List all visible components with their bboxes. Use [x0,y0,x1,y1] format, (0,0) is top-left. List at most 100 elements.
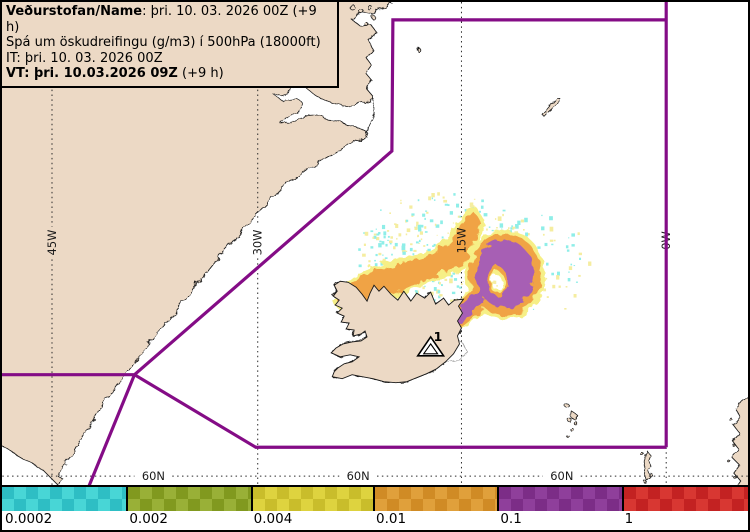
ash-speckle [401,245,406,251]
colorbar-threshold-label: 0.0002 [5,511,53,527]
ash-speckle [464,209,468,212]
info-line-issuer: Veðurstofan/Name: þri. 10. 03. 2026 00Z … [6,4,317,35]
ash-speckle [511,225,514,227]
ash-speckle [418,242,420,244]
ash-speckle [401,248,405,251]
ash-speckle [441,236,444,239]
ash-speckle [413,249,417,252]
ash-speckle [429,219,434,223]
ash-speckle [362,253,366,257]
ash-speckle [450,275,453,278]
ash-speckle [390,236,393,239]
ash-speckle [541,226,545,231]
ash-speckle [418,228,422,232]
ash-speckle [422,213,426,217]
ash-speckle [524,217,528,223]
ash-speckle [452,222,455,224]
shetland-islands [640,450,653,484]
ash-speckle [567,277,571,282]
faroe-islands [564,403,578,438]
ash-speckle [386,230,390,232]
ash-speckle [389,212,392,214]
ash-speckle [546,262,549,266]
forecast-info-box: Veðurstofan/Name: þri. 10. 03. 2026 00Z … [2,2,339,88]
ash-speckle [442,196,445,199]
ash-speckle [466,208,469,211]
ash-speckle [515,224,519,229]
ash-speckle [374,259,376,262]
colorbar-segment [621,487,748,511]
ash-speckle [389,242,392,245]
ash-speckle [383,231,387,236]
ash-speckle [373,233,377,236]
ash-speckle [417,199,420,202]
ash-speckle [551,272,554,276]
ash-speckle [431,197,434,200]
ash-speckle [385,243,388,247]
ash-speckle [420,238,423,241]
ash-speckle [564,308,567,310]
ash-speckle [543,288,547,292]
ash-speckle [579,257,582,261]
ash-speckle [410,243,413,246]
ash-speckle [447,204,450,207]
ash-speckle [375,253,378,257]
colorbar-threshold-label: 1 [624,511,634,527]
parallel-label: 60N [142,469,165,483]
ash-speckle [578,252,583,256]
ash-speckle [437,290,441,294]
ash-speckle [432,245,435,247]
concentration-colorbar: 0.0002 0.002 0.004 0.01 0.1 1 [2,485,748,530]
ash-speckle [376,233,380,236]
ash-speckle [400,199,402,202]
colorbar-labels: 0.0002 0.002 0.004 0.01 0.1 1 [2,511,748,528]
colorbar-segment [250,487,373,511]
ash-speckle [383,235,386,239]
ash-speckle [393,246,396,250]
ash-speckle [480,205,484,209]
ash-speckle [451,291,456,295]
ash-speckle [394,242,398,247]
ash-speckle [395,224,399,229]
fir-boundary [2,2,668,487]
ash-speckle [522,228,525,231]
ash-speckle [370,246,374,249]
ash-speckle [573,265,576,267]
meridian-label: 30W [251,230,265,256]
ash-speckle [363,232,366,234]
ash-speckle [412,253,415,256]
ash-speckle [387,235,390,238]
ash-speckle [418,239,421,243]
ash-speckle [473,198,476,200]
ash-speckle [375,237,380,241]
ash-speckle [433,243,436,247]
ash-speckle [405,219,409,222]
ash-speckle [424,285,426,288]
ash-speckle [373,235,377,239]
parallel-label: 60N [347,469,370,483]
ash-speckle [462,281,464,282]
ash-speckle [460,283,463,285]
ash-speckle [419,231,424,235]
ash-speckle [405,250,408,253]
ash-speckle [370,230,374,233]
ash-speckle [455,203,460,208]
ash-speckle [405,233,408,236]
volcano-inner-triangle-icon [422,342,439,355]
plume-mid-band [337,211,482,305]
ash-speckle [573,293,577,298]
ash-speckle [358,248,361,251]
ash-speckle [436,234,438,236]
ash-speckle [549,226,554,232]
ash-speckle [428,196,432,201]
ash-speckle [553,239,556,242]
ash-speckle [575,281,578,283]
map-area: 45W 30W 15W 0W 60N 60N 60N 1 [2,2,748,487]
ash-speckle [447,232,449,234]
ash-speckle [527,233,530,236]
ash-speckle [426,244,429,246]
ash-speckle [502,213,504,217]
ash-speckle [426,211,429,214]
ash-speckle [495,227,498,229]
